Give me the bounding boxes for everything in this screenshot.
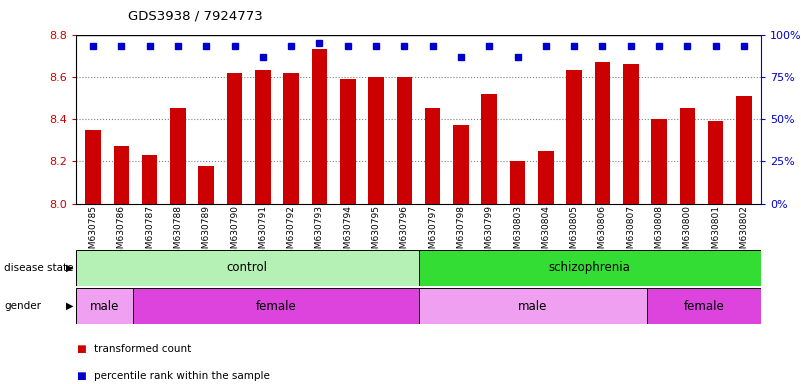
Text: ■: ■ (76, 371, 86, 381)
Bar (284, 73, 299, 204)
Text: control: control (227, 262, 268, 274)
Bar (255, 70, 271, 204)
Bar (646, 288, 761, 324)
Bar (340, 79, 356, 204)
Text: percentile rank within the sample: percentile rank within the sample (94, 371, 270, 381)
Bar (708, 121, 723, 204)
Bar (85, 130, 101, 204)
Bar (227, 73, 243, 204)
Bar (679, 109, 695, 204)
Bar (538, 151, 553, 204)
Bar (623, 64, 638, 204)
Bar (142, 155, 158, 204)
Text: transformed count: transformed count (94, 344, 191, 354)
Bar (651, 119, 667, 204)
Text: ▶: ▶ (66, 301, 74, 311)
Bar (509, 161, 525, 204)
Bar (425, 109, 441, 204)
Text: ■: ■ (76, 344, 86, 354)
Bar (170, 109, 186, 204)
Bar (368, 77, 384, 204)
Bar (453, 126, 469, 204)
Text: female: female (683, 300, 724, 313)
Text: disease state: disease state (4, 263, 74, 273)
Bar (133, 288, 418, 324)
Text: gender: gender (4, 301, 41, 311)
Bar (481, 94, 497, 204)
Bar (396, 77, 413, 204)
Text: schizophrenia: schizophrenia (549, 262, 630, 274)
Bar (418, 288, 646, 324)
Bar (312, 50, 328, 204)
Text: male: male (90, 300, 119, 313)
Bar (76, 288, 133, 324)
Text: female: female (256, 300, 296, 313)
Text: male: male (518, 300, 547, 313)
Bar (114, 147, 129, 204)
Text: ▶: ▶ (66, 263, 74, 273)
Text: GDS3938 / 7924773: GDS3938 / 7924773 (128, 10, 263, 23)
Bar (566, 70, 582, 204)
Bar (594, 62, 610, 204)
Bar (736, 96, 752, 204)
Bar (418, 250, 761, 286)
Bar (76, 250, 418, 286)
Bar (199, 166, 214, 204)
